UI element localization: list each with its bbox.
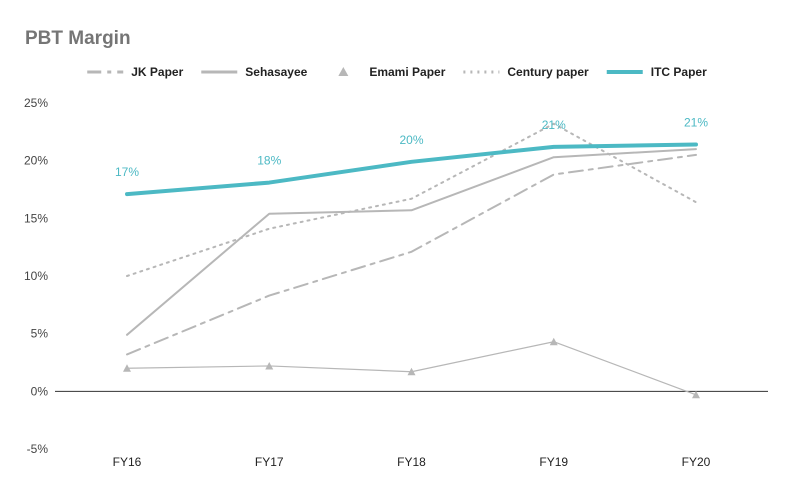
series-marker-emami-paper [265,361,274,370]
x-tick-label: FY20 [682,455,711,469]
data-labels: 17% 18% 20% 21% 21% [115,116,708,180]
legend-label: Century paper [507,65,589,79]
series-line-sehasayee [126,148,697,336]
series-marker-emami-paper [407,367,416,376]
legend-item-itc-paper: ITC Paper [606,65,707,79]
legend-label: ITC Paper [651,65,707,79]
x-axis: FY16 FY17 FY18 FY19 FY20 [55,390,768,469]
series-marker-emami-paper [549,337,558,346]
y-axis: -5% 0% 5% 10% 15% 20% 25% [24,96,48,456]
legend-item-century-paper: Century paper [463,65,589,79]
data-label-itc-paper: 21% [684,116,708,130]
chart-title: PBT Margin [25,28,131,49]
x-tick-label: FY18 [397,455,426,469]
y-tick-label: 10% [24,269,48,283]
plot-area [123,122,700,399]
legend-item-emami-paper: Emami Paper [338,65,446,79]
y-tick-label: 25% [24,96,48,110]
series-line-itc-paper [125,142,698,197]
series-line-century-paper [126,122,697,277]
legend-label: Emami Paper [369,65,445,79]
series-marker-emami-paper [123,364,131,372]
y-tick-label: 5% [31,327,49,341]
data-label-itc-paper: 18% [257,154,281,168]
legend-label: Sehasayee [245,65,307,79]
data-label-itc-paper: 17% [115,165,139,179]
y-tick-label: -5% [27,442,49,456]
x-tick-label: FY17 [255,455,284,469]
y-tick-label: 15% [24,211,48,225]
x-tick-label: FY19 [539,455,568,469]
series-marker-emami-paper [692,390,700,399]
x-tick-label: FY16 [113,455,142,469]
legend: JK Paper Sehasayee Emami Paper Century pape… [87,65,707,79]
y-tick-label: 20% [24,154,48,168]
legend-label: JK Paper [131,65,183,79]
data-label-itc-paper: 20% [399,133,423,147]
legend-swatch [338,67,349,76]
series-line-jk-paper [126,153,697,356]
data-label-itc-paper: 21% [542,118,566,132]
legend-item-sehasayee: Sehasayee [201,65,308,79]
legend-item-jk-paper: JK Paper [87,65,184,79]
y-tick-label: 0% [31,384,49,398]
